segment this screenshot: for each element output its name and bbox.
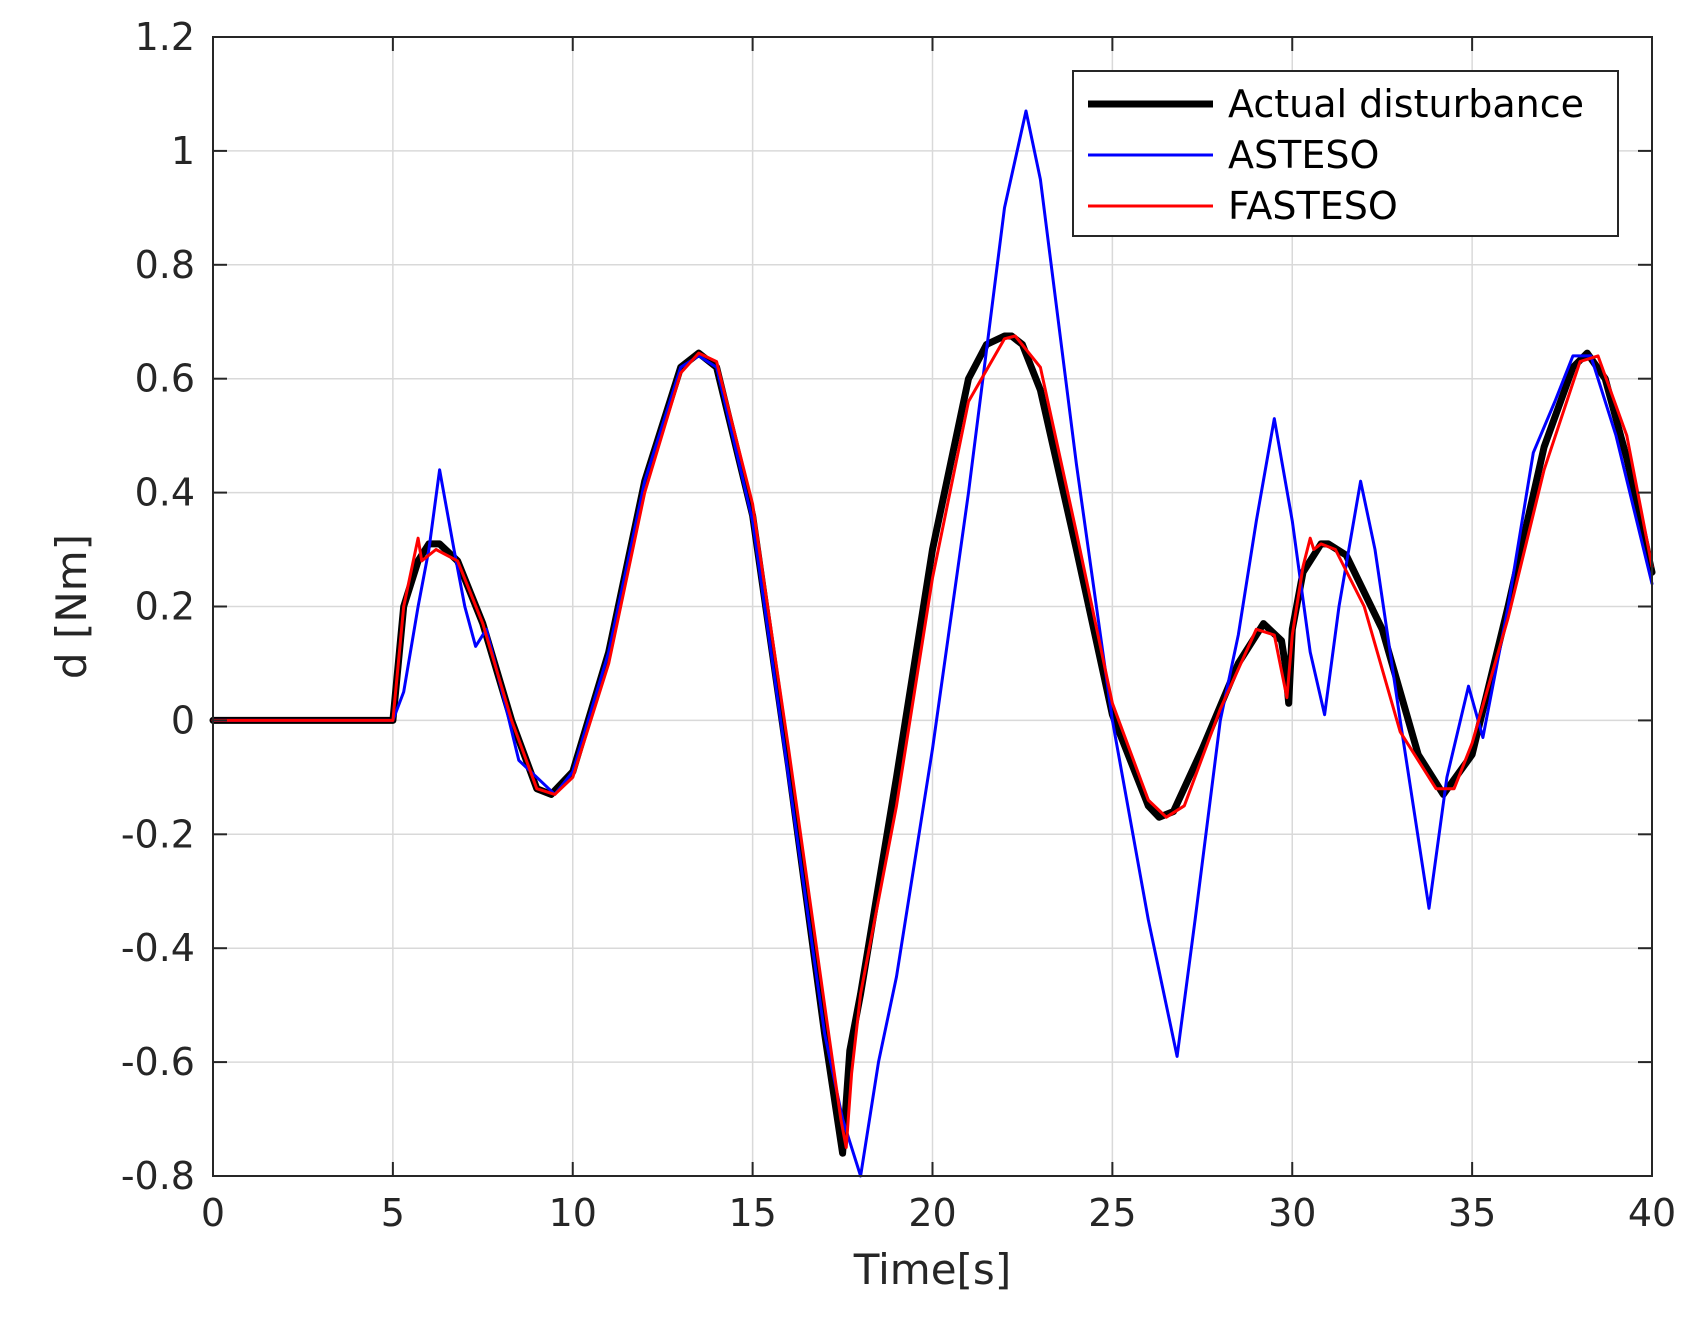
y-tick-label: 0.8	[135, 243, 195, 287]
y-tick-label: 0	[171, 698, 195, 742]
legend-label-asteso: ASTESO	[1228, 133, 1379, 177]
y-tick-label: 0.6	[135, 357, 195, 401]
y-tick-label: -0.8	[121, 1154, 195, 1198]
legend-label-fasteso: FASTESO	[1228, 184, 1398, 228]
y-tick-label: -0.4	[121, 926, 195, 970]
series-line-fasteso	[211, 334, 1654, 1149]
x-tick-label: 0	[201, 1191, 225, 1235]
legend: Actual disturbance ASTESO FASTESO	[1072, 70, 1619, 237]
legend-label-actual-disturbance: Actual disturbance	[1228, 82, 1584, 126]
y-tick-label: 0.2	[135, 585, 195, 629]
y-tick-label: 1.2	[135, 15, 195, 59]
x-tick-label: 5	[381, 1191, 405, 1235]
x-tick-label: 20	[908, 1191, 956, 1235]
x-tick-label: 35	[1448, 1191, 1496, 1235]
y-tick-label: 1	[171, 129, 195, 173]
axis-ticks: 0 5 10 15 20 25 30 35 40 -0.8 -0.6 -0.4 -0.2 0 0.2 0.4 0…	[121, 15, 1676, 1235]
y-tick-label: -0.6	[121, 1040, 195, 1084]
y-axis-label: d [Nm]	[47, 534, 96, 679]
series-lines	[209, 109, 1656, 1178]
x-axis-label: Time[s]	[853, 1245, 1011, 1294]
grid	[213, 37, 1652, 1176]
x-tick-label: 15	[728, 1191, 776, 1235]
y-tick-label: -0.2	[121, 812, 195, 856]
x-tick-label: 30	[1268, 1191, 1316, 1235]
x-tick-label: 10	[549, 1191, 597, 1235]
y-tick-label: 0.4	[135, 471, 195, 515]
x-tick-label: 25	[1088, 1191, 1136, 1235]
x-tick-label: 40	[1628, 1191, 1676, 1235]
